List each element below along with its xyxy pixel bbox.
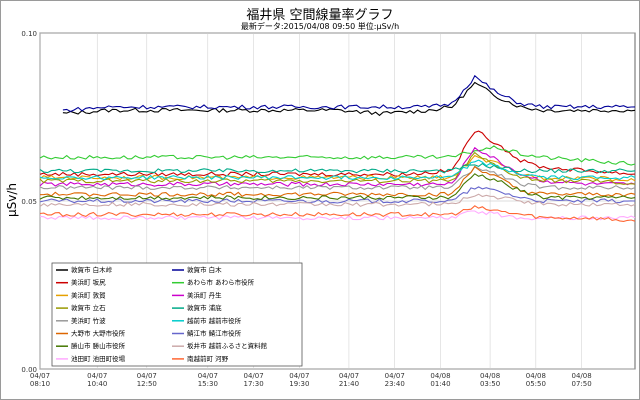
x-tick-date: 04/07 xyxy=(30,372,50,380)
x-tick-time: 17:30 xyxy=(243,380,263,388)
x-tick-date: 04/07 xyxy=(385,372,405,380)
x-tick-time: 23:40 xyxy=(385,380,405,388)
series-line xyxy=(39,151,636,185)
legend-label: 大野市 大野市役所 xyxy=(71,329,126,338)
x-tick-time: 05:50 xyxy=(526,380,546,388)
chart-subtitle: 最新データ:2015/04/08 09:50 単位:μSv/h xyxy=(240,22,400,31)
legend-label: 敦賀市 白木 xyxy=(187,265,222,274)
x-tick-time: 07:50 xyxy=(572,380,592,388)
x-tick-date: 04/08 xyxy=(526,372,546,380)
y-tick-label: 0.10 xyxy=(21,30,37,38)
x-tick-date: 04/07 xyxy=(87,372,107,380)
x-tick-date: 04/07 xyxy=(137,372,157,380)
y-axis-label: μSv/h xyxy=(5,183,19,217)
x-tick-date: 04/07 xyxy=(198,372,218,380)
x-tick-time: 10:40 xyxy=(87,380,107,388)
legend-label: 越前市 越前市役所 xyxy=(187,316,242,325)
legend-label: 美浜町 丹生 xyxy=(187,290,222,299)
x-tick-date: 04/07 xyxy=(339,372,359,380)
series-line xyxy=(62,81,636,117)
x-tick-time: 21:40 xyxy=(339,380,359,388)
legend-label: 美浜町 坂尻 xyxy=(71,278,106,287)
series-line xyxy=(39,130,636,177)
series-line xyxy=(39,159,636,181)
y-tick-label: 0.00 xyxy=(21,366,37,374)
legend-label: 鯖江市 鯖江市役所 xyxy=(187,329,242,338)
x-tick-date: 04/07 xyxy=(243,372,263,380)
legend-label: 坂井市 越前ふるさと資料館 xyxy=(187,341,268,350)
series-line xyxy=(39,165,636,191)
x-tick-date: 04/07 xyxy=(289,372,309,380)
series-line xyxy=(39,186,636,204)
series-line xyxy=(39,162,636,174)
series-lines xyxy=(39,74,636,222)
series-line xyxy=(62,74,636,113)
series-line xyxy=(39,205,636,222)
x-tick-time: 19:30 xyxy=(289,380,309,388)
x-tick-time: 08:10 xyxy=(30,380,50,388)
legend-label: 美浜町 敦賀 xyxy=(71,290,106,299)
x-tick-time: 15:30 xyxy=(198,380,218,388)
x-tick-date: 04/08 xyxy=(572,372,592,380)
x-tick-time: 03:50 xyxy=(480,380,500,388)
legend-label: 美浜町 竹波 xyxy=(71,316,106,325)
legend-label: 南越前町 河野 xyxy=(187,354,229,363)
chart-title: 福井県 空間線量率グラフ xyxy=(246,8,394,23)
series-line xyxy=(39,145,636,166)
legend-label: 池田町 池田町役場 xyxy=(71,354,126,363)
x-tick-date: 04/08 xyxy=(430,372,450,380)
legend-label: 敦賀市 白木峠 xyxy=(71,265,113,274)
series-line xyxy=(39,193,636,208)
x-tick-time: 12:50 xyxy=(137,380,157,388)
series-line xyxy=(39,173,636,201)
legend-label: 敦賀市 浦底 xyxy=(187,303,222,312)
series-line xyxy=(39,146,636,187)
axes: 0.000.050.1004/0708:1004/0710:4004/0712:… xyxy=(21,30,591,388)
x-tick-time: 01:40 xyxy=(430,380,450,388)
legend-label: 勝山市 勝山市役所 xyxy=(71,341,126,350)
y-tick-label: 0.05 xyxy=(21,198,37,206)
legend-label: あわら市 あわら市役所 xyxy=(187,278,255,287)
x-tick-date: 04/08 xyxy=(480,372,500,380)
legend-box xyxy=(51,262,303,367)
legend-label: 敦賀市 立石 xyxy=(71,303,106,312)
